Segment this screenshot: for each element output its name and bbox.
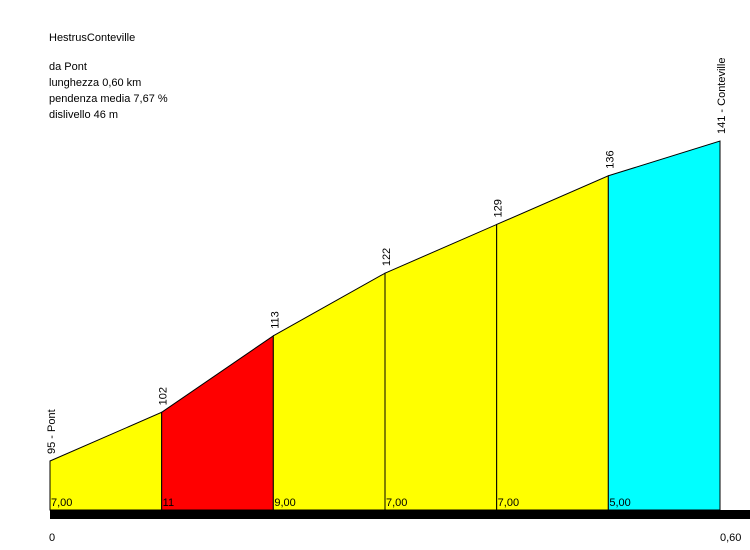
elevation-label: 122: [381, 248, 393, 266]
climb-start: da Pont: [49, 61, 87, 73]
x-axis-start-label: 0: [49, 532, 55, 544]
segment-gradient-label: 9,00: [274, 497, 295, 509]
profile-segment: [607, 140, 721, 511]
profile-segment: [161, 334, 274, 511]
climb-title: HestrusConteville: [49, 32, 136, 44]
climb-avg-gradient: pendenza media 7,67 %: [49, 93, 168, 105]
segment-gradient-label: 11: [163, 497, 174, 509]
profile-info: HestrusConteville da Pont lunghezza 0,60…: [49, 30, 168, 123]
elevation-label: 129: [493, 199, 505, 217]
baseline-bar: [50, 510, 750, 519]
segment-gradient-label: 7,00: [386, 497, 407, 509]
profile-segment: [272, 272, 386, 511]
elevation-label: 95 - Pont: [46, 409, 58, 454]
segment-gradient-label: 5,00: [609, 497, 630, 509]
segment-gradient-label: 7,00: [51, 497, 72, 509]
x-axis-end-label: 0,60: [720, 532, 741, 544]
climb-elevation-gain: dislivello 46 m: [49, 109, 119, 121]
segment-gradient-label: 7,00: [498, 497, 519, 509]
elevation-label: 113: [269, 311, 281, 329]
elevation-label: 102: [158, 387, 170, 405]
profile-segment: [496, 175, 609, 511]
climb-length: lunghezza 0,60 km: [49, 77, 142, 89]
profile-segment: [384, 223, 498, 511]
elevation-label: 136: [604, 150, 616, 168]
profile-segment: [49, 411, 163, 511]
elevation-label: 141 - Conteville: [716, 58, 728, 134]
